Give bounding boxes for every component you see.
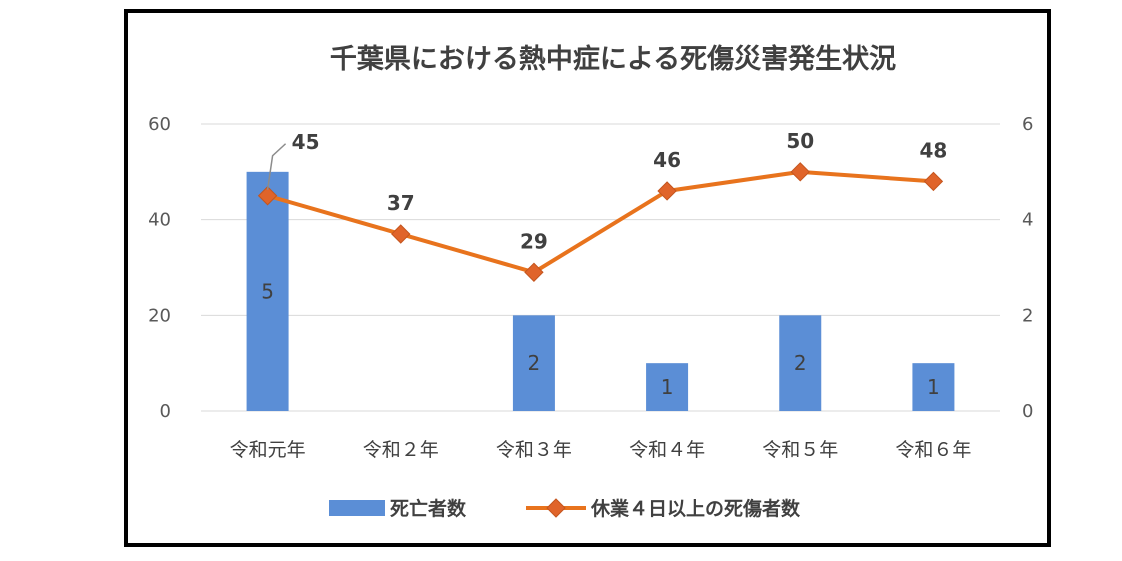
chart-title: 千葉県における熱中症による死傷災害発生状況 [330,43,896,75]
y-right-tick-label: 0 [1022,401,1033,422]
bar [512,315,555,411]
bar-data-label: 5 [261,279,274,303]
data-label-leader-line [266,143,287,190]
bar-data-label: 1 [661,375,674,399]
legend-swatch-bar [329,500,385,516]
x-axis-categories: 令和元年 令和２年 令和３年 令和４年 令和５年 令和６年 [230,439,972,461]
bar [646,363,689,411]
x-category-label: 令和６年 [895,439,971,461]
bar [779,315,822,411]
y-left-tick-label: 0 [160,401,171,422]
line-data-label: 48 [919,138,947,162]
bar [912,363,955,411]
x-category-label: 令和元年 [230,439,306,461]
x-category-label: 令和２年 [363,439,439,461]
legend-swatch-marker [546,498,566,518]
line-marker [524,262,544,282]
line-marker [391,224,411,244]
x-category-label: 令和４年 [629,439,705,461]
y-right-tick-label: 4 [1022,210,1033,231]
y-axis-left: 0 20 40 60 [148,114,171,422]
line-data-label: 46 [653,148,681,172]
y-left-tick-label: 60 [148,114,171,135]
bar-series: 5 2 1 2 1 [246,171,955,411]
y-left-tick-label: 40 [148,210,171,231]
legend-label-bar: 死亡者数 [390,497,467,520]
line-data-label: 37 [387,191,415,215]
line-data-label: 50 [786,129,814,153]
x-category-label: 令和３年 [496,439,572,461]
bar [246,171,289,411]
line-marker [257,186,278,206]
line-marker [790,162,810,182]
bar-data-label: 1 [927,375,940,399]
y-axis-right: 0 2 4 6 [1022,114,1033,422]
line-marker [657,181,677,201]
y-left-tick-label: 20 [148,305,171,326]
bar-data-label: 2 [794,351,807,375]
line-data-label: 29 [520,229,548,253]
legend: 死亡者数 休業４日以上の死傷者数 [329,497,801,520]
y-right-tick-label: 2 [1022,305,1033,326]
legend-label-line: 休業４日以上の死傷者数 [590,497,801,520]
bar-data-label: 2 [528,351,541,375]
line-marker [923,171,944,192]
gridlines [201,123,1000,412]
y-right-tick-label: 6 [1022,114,1033,135]
line-data-label: 45 [292,130,320,154]
x-category-label: 令和５年 [762,439,838,461]
series-line [265,169,936,275]
line-series: 45 37 29 46 50 48 [257,129,947,282]
